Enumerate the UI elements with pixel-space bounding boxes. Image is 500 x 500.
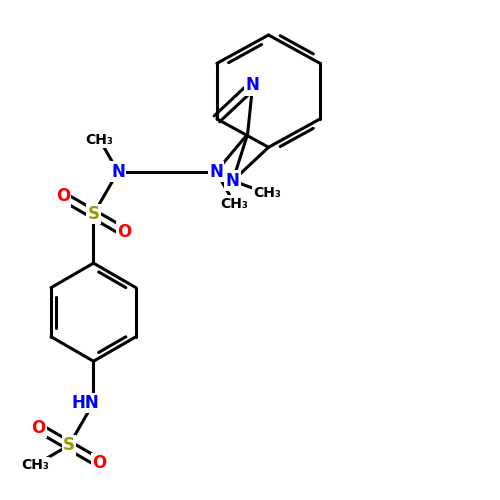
Text: O: O	[92, 454, 106, 472]
Text: O: O	[117, 223, 131, 241]
Text: CH₃: CH₃	[21, 458, 49, 472]
Text: CH₃: CH₃	[86, 133, 114, 147]
Text: O: O	[32, 418, 46, 436]
Text: N: N	[209, 162, 223, 180]
Text: O: O	[56, 188, 70, 206]
Text: HN: HN	[72, 394, 100, 412]
Text: CH₃: CH₃	[254, 186, 281, 200]
Text: CH₃: CH₃	[220, 196, 248, 210]
Text: S: S	[88, 205, 100, 223]
Text: N: N	[246, 76, 260, 94]
Text: N: N	[111, 162, 125, 180]
Text: N: N	[226, 172, 239, 190]
Text: S: S	[63, 436, 75, 454]
